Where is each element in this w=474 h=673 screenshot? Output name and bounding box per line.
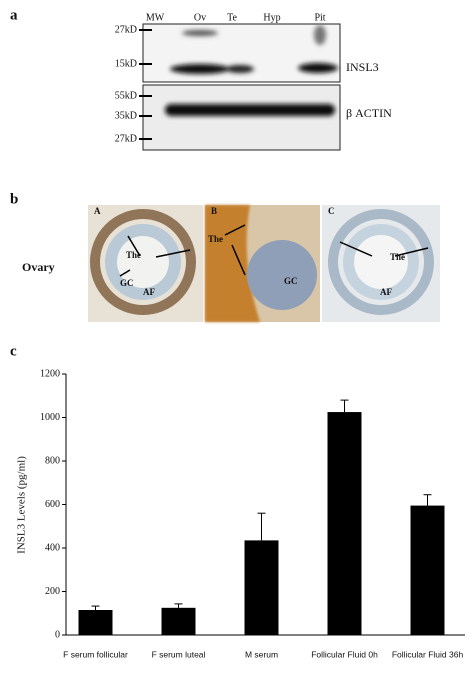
y-axis-label: INSL3 Levels (pg/ml)	[16, 456, 28, 554]
structure-label: GC	[284, 276, 298, 286]
bar	[410, 505, 445, 635]
error-bar	[340, 399, 349, 413]
lane-label: Te	[227, 12, 237, 23]
structure-label: The	[390, 252, 405, 262]
y-tick-label: 400	[45, 542, 60, 553]
row-label: Ovary	[22, 260, 55, 274]
blot	[142, 84, 341, 151]
marker-label: 35kD	[115, 110, 137, 121]
structure-label: The	[126, 250, 141, 260]
y-tick-label: 1000	[40, 412, 60, 423]
bar	[244, 540, 279, 635]
x-tick-label: F serum luteal	[152, 649, 206, 659]
error-bar	[257, 512, 266, 541]
image-letter: A	[94, 206, 101, 216]
marker-label: 15kD	[115, 58, 137, 69]
lane-label: MW	[146, 12, 165, 23]
y-tick-label: 200	[45, 586, 60, 597]
bands	[165, 25, 338, 116]
x-tick-label: M serum	[245, 649, 278, 659]
marker-label: 27kD	[115, 133, 137, 144]
error-bar	[174, 603, 183, 608]
marker-label: 55kD	[115, 90, 137, 101]
y-tick-label: 0	[55, 629, 60, 640]
bar	[78, 609, 113, 635]
blot	[142, 23, 341, 83]
x-tick-label: Follicular Fluid 0h	[311, 649, 378, 659]
error-bar	[423, 494, 432, 506]
protein-label: β ACTIN	[346, 106, 392, 120]
y-tick-label: 1200	[40, 368, 60, 379]
panel-label: c	[10, 343, 17, 359]
structure-label: AF	[143, 287, 155, 297]
structure-label: AF	[380, 287, 392, 297]
marker-label: 27kD	[115, 24, 137, 35]
micrographs	[88, 205, 440, 322]
x-tick-label: Follicular Fluid 36h	[392, 649, 464, 659]
structure-label: GC	[120, 278, 134, 288]
error-bar	[91, 605, 100, 610]
panel-label: a	[10, 7, 18, 23]
image-letter: B	[211, 206, 217, 216]
panel-label: b	[10, 191, 18, 207]
image-letter: C	[328, 206, 335, 216]
y-tick-label: 600	[45, 499, 60, 510]
x-tick-label: F serum follicular	[63, 649, 128, 659]
bar	[161, 607, 196, 635]
structure-label: The	[208, 234, 223, 244]
y-tick-label: 800	[45, 455, 60, 466]
bar	[327, 412, 362, 635]
lane-label: Ov	[194, 12, 206, 23]
lane-label: Pit	[314, 12, 325, 23]
protein-label: INSL3	[346, 60, 379, 74]
lane-label: Hyp	[263, 12, 280, 23]
